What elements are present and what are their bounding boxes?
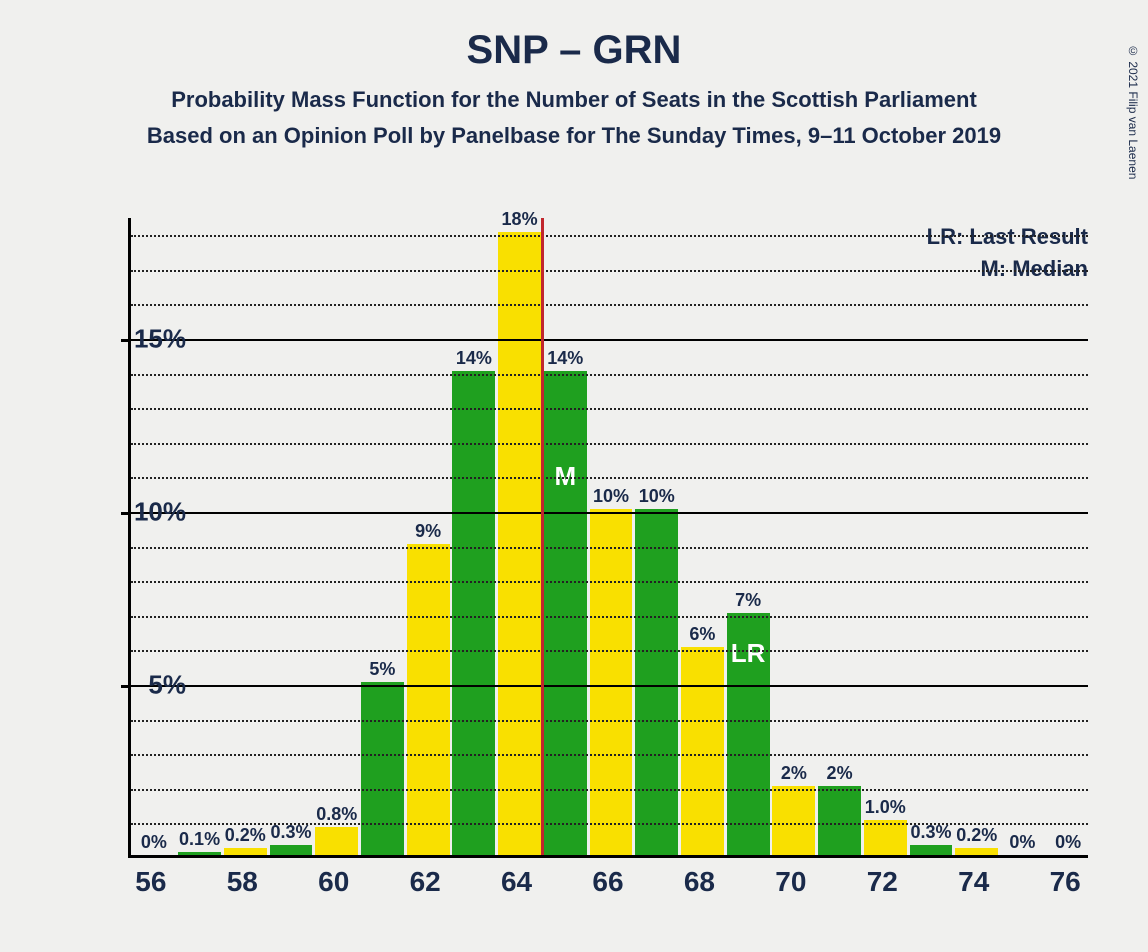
ytick-label: 5%	[126, 670, 186, 701]
in-bar-annotation: M	[554, 461, 576, 492]
xtick-label: 68	[684, 866, 715, 898]
xtick-label: 62	[410, 866, 441, 898]
xtick-label: 70	[775, 866, 806, 898]
bar: 5%	[361, 682, 404, 855]
gridline-minor	[131, 477, 1088, 479]
bar: 0.2%	[955, 848, 998, 855]
bars-layer: 0%0.1%0.2%0.3%0.8%5%9%14%18%14%M10%10%6%…	[131, 218, 1088, 855]
xtick-label: 64	[501, 866, 532, 898]
gridline-minor	[131, 270, 1088, 272]
gridline-minor	[131, 616, 1088, 618]
bar: 0.3%	[270, 845, 313, 855]
gridline-minor	[131, 581, 1088, 583]
xtick-label: 58	[227, 866, 258, 898]
bar-value-label: 0.2%	[956, 825, 997, 848]
xtick-label: 76	[1050, 866, 1081, 898]
bar-value-label: 2%	[827, 763, 853, 786]
xtick-label: 60	[318, 866, 349, 898]
ytick-label: 15%	[126, 324, 186, 355]
bar: 0.1%	[178, 852, 221, 855]
bar: 2%	[818, 786, 861, 855]
bar-value-label: 2%	[781, 763, 807, 786]
gridline-minor	[131, 304, 1088, 306]
gridline-minor	[131, 547, 1088, 549]
bar: 1.0%	[864, 820, 907, 855]
gridline-minor	[131, 443, 1088, 445]
ytick-label: 10%	[126, 497, 186, 528]
gridline-major	[131, 685, 1088, 687]
copyright-text: © 2021 Filip van Laenen	[1126, 44, 1140, 179]
gridline-minor	[131, 754, 1088, 756]
bar: 18%	[498, 232, 541, 855]
bar-value-label: 18%	[502, 209, 538, 232]
bar-value-label: 0.2%	[225, 825, 266, 848]
bar: 10%	[590, 509, 633, 855]
bar-value-label: 14%	[547, 348, 583, 371]
gridline-major	[131, 339, 1088, 341]
gridline-minor	[131, 789, 1088, 791]
plot-area: LR: Last Result M: Median 0%0.1%0.2%0.3%…	[128, 218, 1088, 858]
gridline-minor	[131, 374, 1088, 376]
bar-value-label: 0.1%	[179, 829, 220, 852]
bar-value-label: 5%	[369, 659, 395, 682]
chart-container: LR: Last Result M: Median 0%0.1%0.2%0.3%…	[60, 218, 1100, 918]
bar: 0.3%	[910, 845, 953, 855]
in-bar-annotation: LR	[731, 638, 766, 669]
bar: 9%	[407, 544, 450, 855]
xtick-label: 66	[592, 866, 623, 898]
gridline-minor	[131, 823, 1088, 825]
chart-subtitle-1: Probability Mass Function for the Number…	[0, 87, 1148, 113]
bar-value-label: 0%	[141, 832, 167, 855]
bar: 7%LR	[727, 613, 770, 855]
bar-value-label: 10%	[639, 486, 675, 509]
bar: 10%	[635, 509, 678, 855]
chart-subtitle-2: Based on an Opinion Poll by Panelbase fo…	[0, 123, 1148, 149]
xtick-label: 56	[135, 866, 166, 898]
chart-title: SNP – GRN	[0, 28, 1148, 73]
gridline-minor	[131, 408, 1088, 410]
bar-value-label: 6%	[689, 624, 715, 647]
bar-value-label: 0%	[1055, 832, 1081, 855]
xtick-label: 74	[958, 866, 989, 898]
bar-value-label: 14%	[456, 348, 492, 371]
gridline-minor	[131, 235, 1088, 237]
bar-value-label: 10%	[593, 486, 629, 509]
bar: 0.8%	[315, 827, 358, 855]
median-line	[541, 218, 544, 855]
gridline-minor	[131, 650, 1088, 652]
bar-value-label: 9%	[415, 521, 441, 544]
bar: 0.2%	[224, 848, 267, 855]
bar: 2%	[772, 786, 815, 855]
gridline-major	[131, 512, 1088, 514]
bar-value-label: 0%	[1009, 832, 1035, 855]
gridline-minor	[131, 720, 1088, 722]
xtick-label: 72	[867, 866, 898, 898]
bar-value-label: 1.0%	[865, 797, 906, 820]
bar-value-label: 7%	[735, 590, 761, 613]
